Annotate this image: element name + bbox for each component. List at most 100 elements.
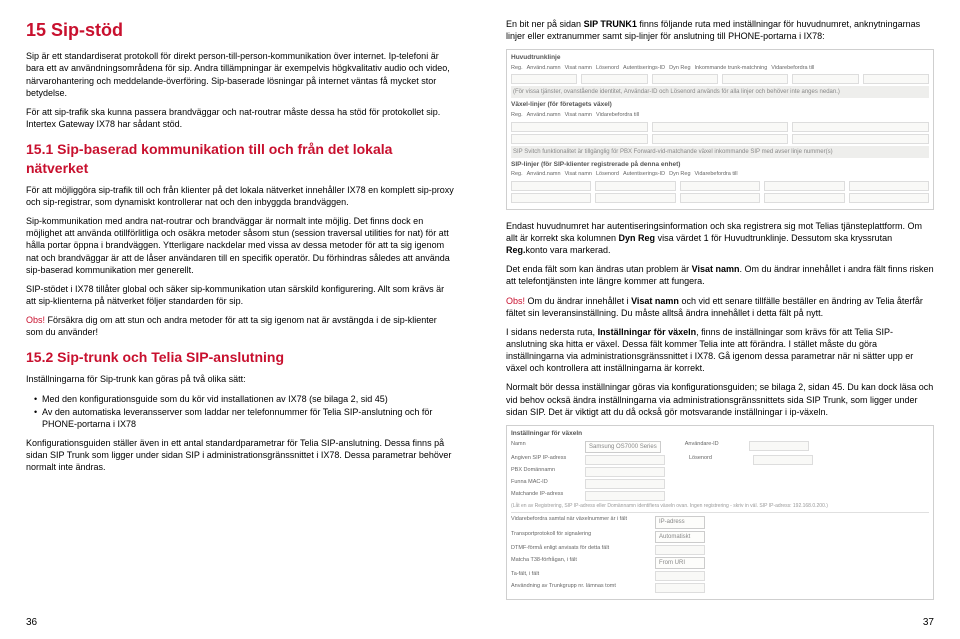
lbl: Reg. [511, 171, 523, 178]
heading-15-2: 15.2 Sip-trunk och Telia SIP-anslutning [26, 348, 454, 367]
para: SIP-stödet i IX78 tillåter global och sä… [26, 283, 454, 307]
field [792, 74, 858, 84]
sshot-note: (För vissa tjänster, ovanstående identit… [511, 86, 929, 98]
lbl: Lösenord [596, 171, 619, 178]
lbl: Dyn Reg [669, 65, 690, 72]
heading-15: 15 Sip-stöd [26, 18, 454, 42]
lbl: Vidarebefordra samtal när växelnummer är… [511, 516, 651, 528]
field [764, 193, 844, 203]
lbl: Lösenord [689, 455, 749, 465]
field [511, 122, 648, 132]
lbl: Användare-ID [685, 441, 745, 453]
lbl: Angiven SIP IP-adress [511, 455, 581, 465]
t: En bit ner på sidan [506, 19, 584, 29]
lbl: Transportprotokoll för signalering [511, 531, 651, 543]
sshot-fields [511, 74, 929, 84]
t: Det enda fält som kan ändras utan proble… [506, 264, 692, 274]
field [655, 571, 705, 581]
row: Vidarebefordra samtal när växelnummer är… [511, 516, 929, 528]
page-right: En bit ner på sidan SIP TRUNK1 finns föl… [480, 0, 960, 639]
val: From URI [655, 557, 705, 569]
t: SIP TRUNK1 [584, 19, 637, 29]
sshot-note: (Låt en av Registrering, SIP IP-adress e… [511, 503, 929, 510]
sshot-labels: Reg. Använd.namn Visat namn Lösenord Aut… [511, 65, 929, 72]
lbl: Dyn Reg [669, 171, 690, 178]
lbl: Lösenord [596, 65, 619, 72]
para-text: Försäkra dig om att stun och andra metod… [26, 315, 437, 337]
sshot-note: SIP Svitch funktionalitet är tillgänglig… [511, 146, 929, 158]
page-number: 37 [923, 616, 934, 630]
lbl: Använd.namn [527, 65, 561, 72]
field [764, 181, 844, 191]
t: Reg. [506, 245, 526, 255]
lbl: Autentiserings-ID [623, 65, 665, 72]
row: PBX Domännamn [511, 467, 929, 477]
t: Visat namn [631, 296, 679, 306]
field [652, 134, 789, 144]
para: Obs! Om du ändrar innehållet i Visat nam… [506, 295, 934, 319]
row: Funna MAC-ID [511, 479, 929, 489]
t: Dyn Reg [619, 233, 656, 243]
t: konto vara markerad. [526, 245, 611, 255]
t: visa värdet 1 för Huvudtrunklinje. Dessu… [655, 233, 892, 243]
sshot-head: SIP-linjer (för SIP-klienter registrerad… [511, 161, 929, 170]
field [753, 455, 813, 465]
para: Inställningarna för Sip-trunk kan göras … [26, 373, 454, 385]
heading-text: Sip-baserad kommunikation till och från … [26, 141, 392, 176]
lbl: Reg. [511, 112, 523, 119]
field [595, 193, 675, 203]
row: Namn Samsung OS7000 Series Användare-ID [511, 441, 929, 453]
t: I sidans nedersta ruta, [506, 327, 598, 337]
para: Konfigurationsguiden ställer även in ett… [26, 437, 454, 473]
field [749, 441, 809, 451]
list-item: Med den konfigurationsguide som du kör v… [34, 393, 454, 405]
lbl: Inkommande trunk-matchning [695, 65, 768, 72]
sshot-head: Inställningar för växeln [511, 430, 929, 439]
para: För att sip-trafik ska kunna passera bra… [26, 106, 454, 130]
para: Normalt bör dessa inställningar göras vi… [506, 381, 934, 417]
sshot-fields [511, 134, 929, 144]
t: Om du ändrar innehållet i [525, 296, 631, 306]
field [722, 74, 788, 84]
para: Endast huvudnumret har autentiseringsinf… [506, 220, 934, 256]
screenshot-trunk-lines: Huvudtrunklinje Reg. Använd.namn Visat n… [506, 49, 934, 210]
lbl: Visat namn [565, 171, 592, 178]
page-number: 36 [26, 616, 37, 630]
lbl: Ta-fält, i fält [511, 571, 651, 581]
field [655, 583, 705, 593]
val: Samsung OS7000 Series [585, 441, 661, 453]
list-item: Av den automatiska leveransserver som la… [34, 406, 454, 430]
bullet-list: Med den konfigurationsguide som du kör v… [26, 393, 454, 430]
para: I sidans nedersta ruta, Inställningar fö… [506, 326, 934, 375]
row: DTMF-förmå enligt anvisats för detta fäl… [511, 545, 929, 555]
field [511, 193, 591, 203]
lbl: PBX Domännamn [511, 467, 581, 477]
field [511, 181, 591, 191]
sshot-fields [511, 181, 929, 191]
field [652, 122, 789, 132]
field [511, 134, 648, 144]
field [511, 74, 577, 84]
lbl: Vidarebefordra till [771, 65, 814, 72]
lbl: Använd.namn [527, 171, 561, 178]
val: Automatiskt [655, 531, 705, 543]
field [849, 193, 929, 203]
heading-15-1: 15.1 Sip-baserad kommunikation till och … [26, 140, 454, 178]
lbl: Reg. [511, 65, 523, 72]
row: Användning av Trunkgrupp nr. lämnas tomt [511, 583, 929, 593]
heading-number: 15.1 [26, 141, 53, 157]
sshot-fields [511, 122, 929, 132]
obs-label: Obs! [26, 315, 45, 325]
t: Inställningar för växeln [598, 327, 697, 337]
field [585, 491, 665, 501]
lbl: Visat namn [565, 65, 592, 72]
row: Matcha T38-förfrågan, i fält From URI [511, 557, 929, 569]
lbl: Vidarebefordra till [695, 171, 738, 178]
field [849, 181, 929, 191]
screenshot-vaxel-settings: Inställningar för växeln Namn Samsung OS… [506, 425, 934, 600]
page-left: 15 Sip-stöd Sip är ett standardiserat pr… [0, 0, 480, 639]
field [585, 479, 665, 489]
row: Transportprotokoll för signalering Autom… [511, 531, 929, 543]
t: Visat namn [692, 264, 740, 274]
lbl: DTMF-förmå enligt anvisats för detta fäl… [511, 545, 651, 555]
